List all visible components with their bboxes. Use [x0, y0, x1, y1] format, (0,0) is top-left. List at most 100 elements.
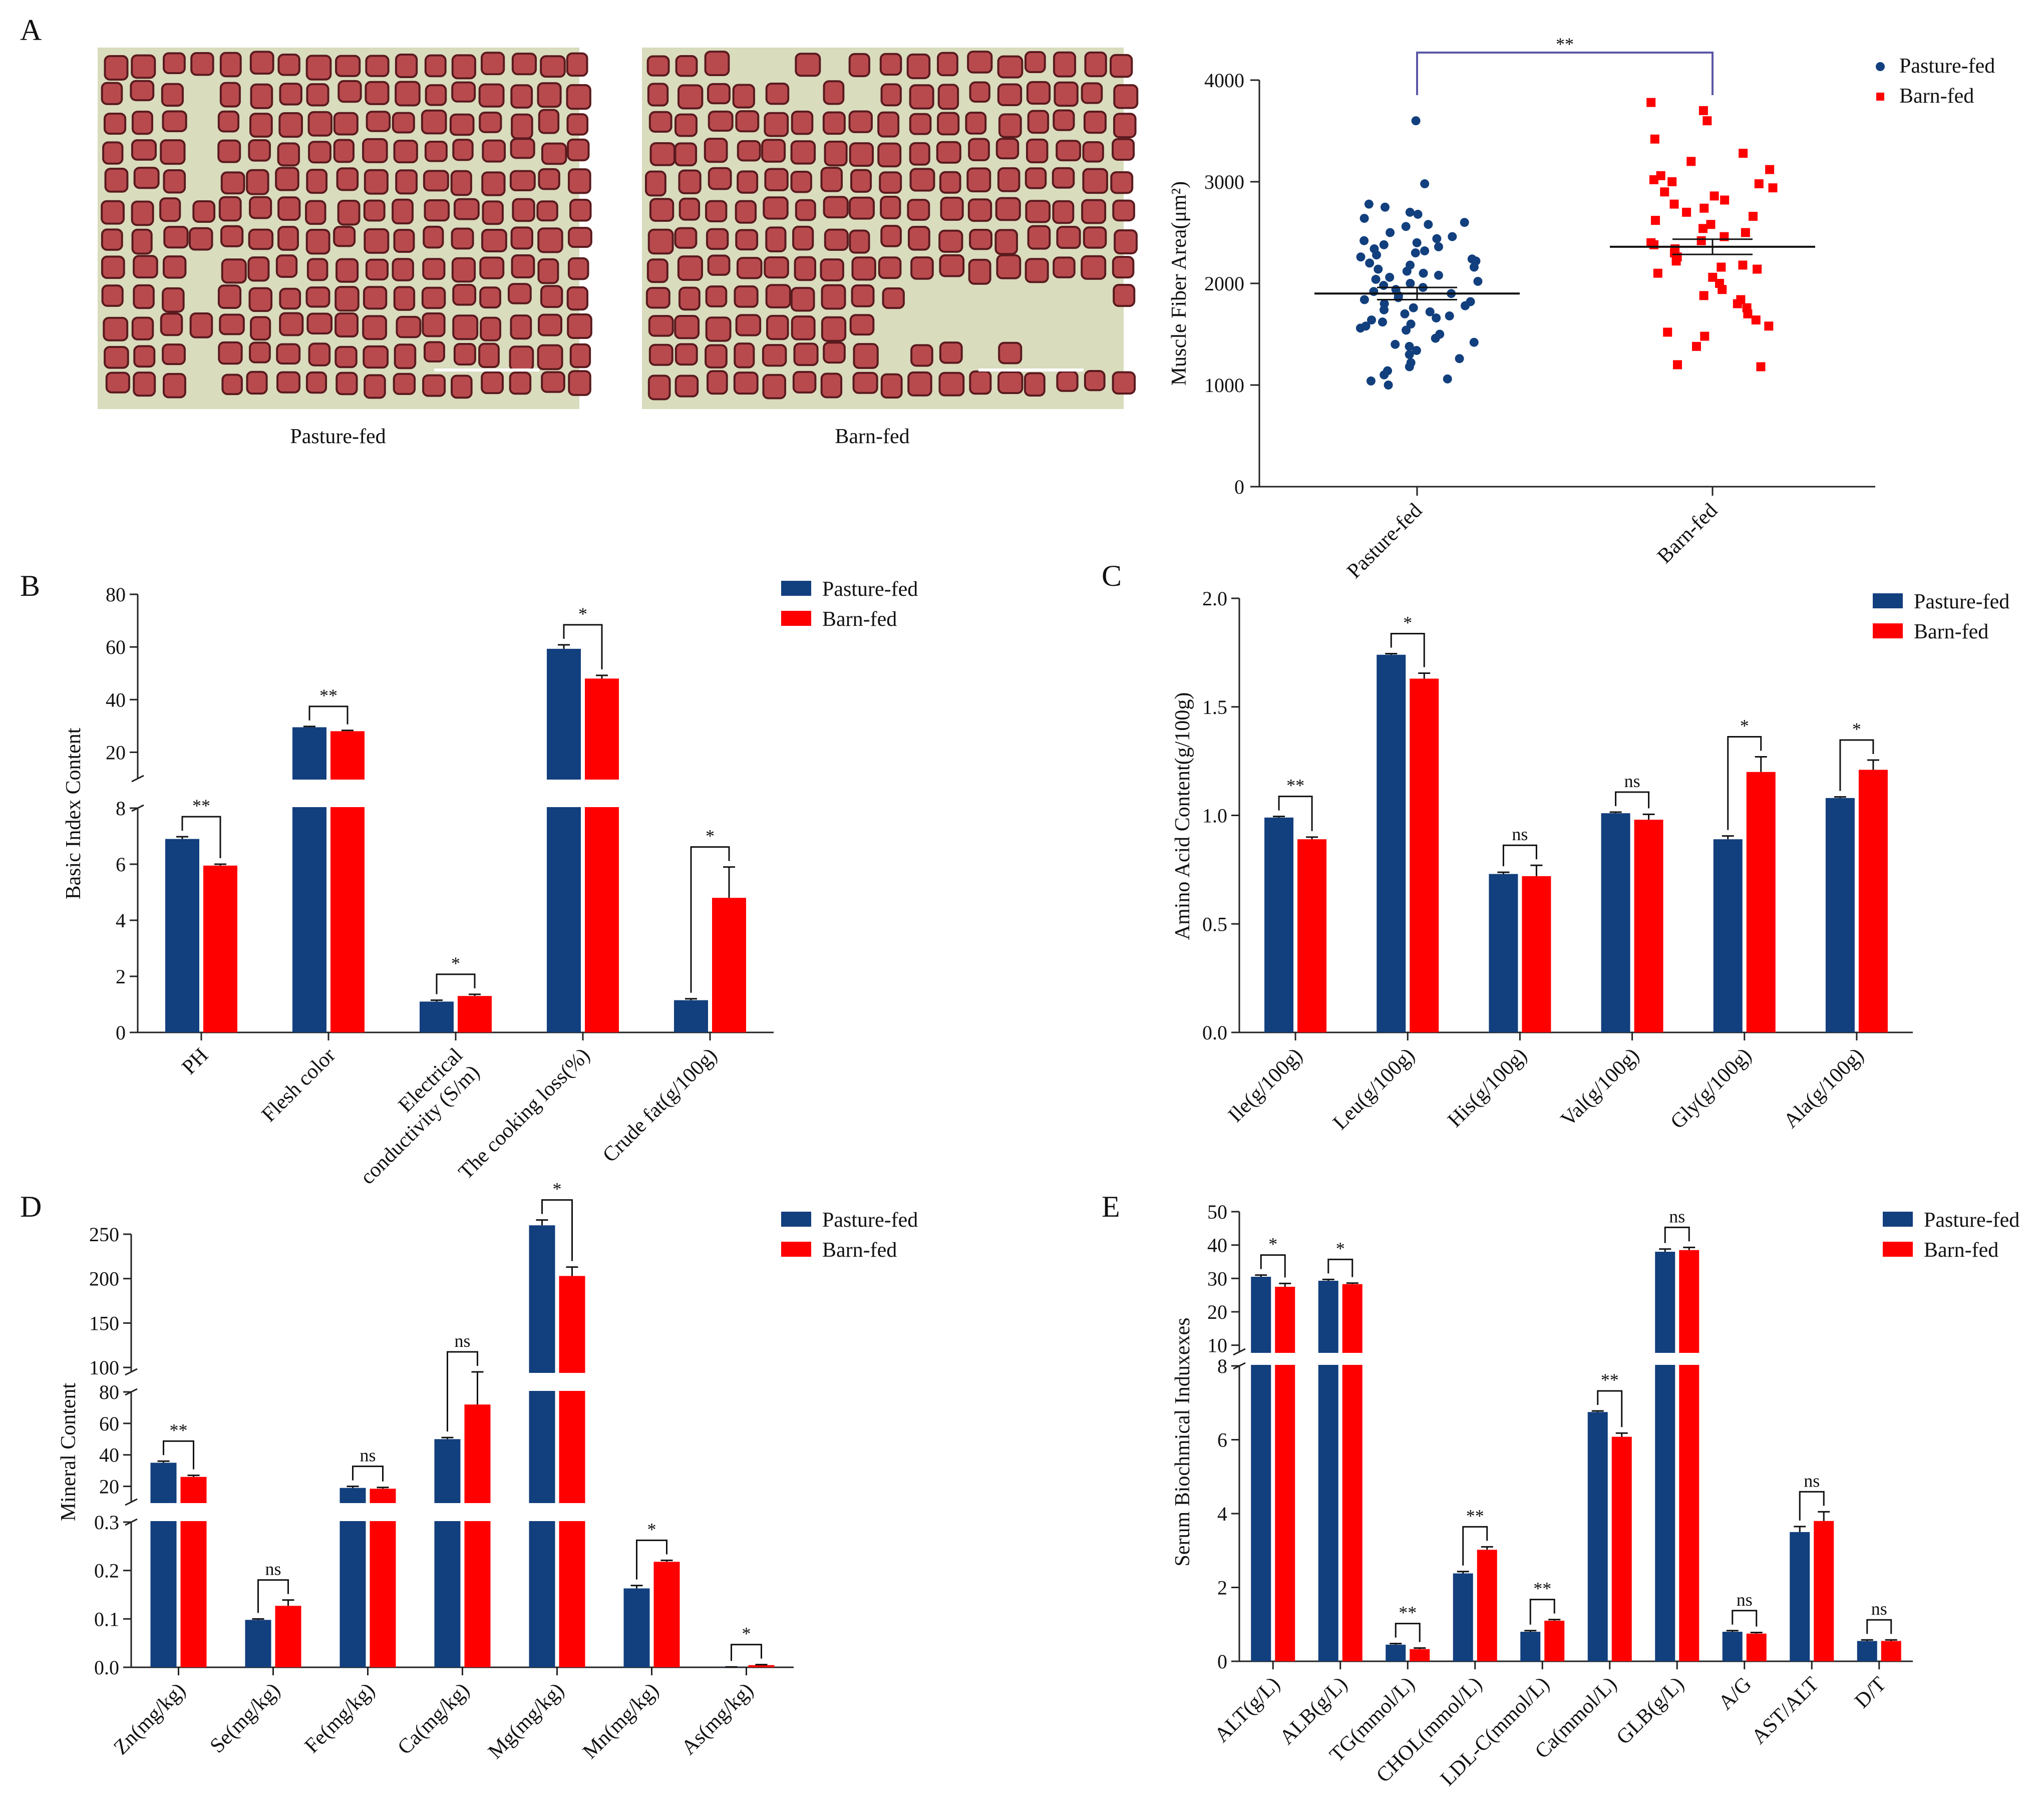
y-tick-label: 1.5	[1202, 696, 1227, 718]
legend-swatch-pasture-fed	[1873, 593, 1903, 608]
error-bar	[282, 1599, 294, 1606]
muscle-fiber	[877, 111, 900, 138]
muscle-fiber	[450, 170, 472, 196]
muscle-fiber	[1025, 200, 1051, 223]
scatter-point-pasture	[1372, 250, 1382, 260]
muscle-fiber	[849, 229, 870, 254]
muscle-fiber	[879, 171, 902, 194]
muscle-fiber	[851, 284, 875, 307]
scatter-point-pasture	[1413, 209, 1423, 219]
muscle-fiber	[133, 167, 160, 189]
muscle-fiber	[879, 53, 902, 76]
scatter-point-barn	[1646, 98, 1656, 107]
muscle-fiber	[133, 345, 156, 368]
muscle-fiber	[1112, 256, 1135, 279]
legend-label-pasture-fed: Pasture-fed	[1899, 55, 1995, 78]
muscle-fiber	[306, 83, 329, 107]
x-tick-label-flesh-color: Flesh color	[257, 1044, 340, 1127]
muscle-fiber	[674, 113, 698, 137]
muscle-fiber	[162, 343, 186, 366]
y-axis-label: Amino Acid Content(g/100g)	[1171, 692, 1194, 940]
panel-label-b: B	[20, 569, 40, 602]
y-tick-label: 2000	[1204, 272, 1244, 295]
micrograph-barn-fed	[642, 48, 1139, 409]
muscle-fiber	[511, 53, 537, 76]
y-tick-label: 20	[99, 1476, 119, 1498]
muscle-fiber	[537, 258, 559, 284]
y-tick-label: 10	[1207, 1334, 1227, 1357]
muscle-fiber	[761, 139, 786, 163]
bar-break-gap	[584, 780, 620, 807]
muscle-fiber	[822, 111, 846, 135]
scatter-point-pasture	[1445, 311, 1454, 320]
bar-pasture-fed-d-t	[1857, 1641, 1877, 1661]
error-bar	[157, 1460, 170, 1463]
bar-break-gap	[1250, 1353, 1272, 1365]
bar-barn-fed-gly-g-100g	[1746, 772, 1776, 1032]
muscle-fiber	[250, 316, 271, 341]
y-tick-label: 3000	[1204, 171, 1244, 193]
muscle-fiber	[510, 84, 533, 109]
muscle-fiber	[219, 82, 241, 108]
muscle-fiber	[161, 83, 184, 107]
scatter-point-pasture	[1359, 236, 1369, 245]
muscle-fiber	[762, 374, 787, 400]
muscle-fiber	[706, 228, 729, 250]
scatter-point-barn	[1702, 116, 1712, 126]
muscle-fiber	[247, 256, 270, 282]
muscle-fiber	[762, 344, 787, 367]
bar-pasture-fed-zn-mg-kg	[150, 1463, 177, 1667]
y-tick-label: 250	[89, 1223, 119, 1246]
scatter-point-pasture	[1411, 116, 1421, 126]
x-tick-label-as-mg-kg: As(mg/kg)	[677, 1679, 758, 1759]
legend-label-barn-fed: Barn-fed	[822, 1239, 897, 1262]
micrograph-pasture-fed	[98, 48, 592, 409]
muscle-fiber	[305, 228, 330, 255]
muscle-fiber	[189, 312, 213, 338]
muscle-fiber	[1052, 167, 1075, 189]
y-tick-label: 20	[106, 741, 126, 764]
muscle-fiber	[940, 196, 964, 221]
muscle-fiber	[1112, 138, 1135, 161]
muscle-fiber	[849, 142, 874, 167]
muscle-fiber	[509, 170, 536, 192]
muscle-fiber	[133, 255, 158, 279]
scatter-point-pasture	[1380, 202, 1390, 212]
muscle-fiber	[451, 375, 473, 399]
error-bar	[1457, 1571, 1469, 1574]
bar-pasture-fed-ldl-c-mmol-l	[1520, 1632, 1541, 1661]
muscle-fiber	[249, 196, 272, 219]
bar-break-gap	[338, 1503, 367, 1521]
muscle-fiber	[537, 82, 562, 108]
error-bar	[1861, 1639, 1873, 1641]
significance-label: ns	[454, 1331, 470, 1351]
muscle-fiber	[275, 167, 299, 191]
muscle-fiber	[394, 343, 417, 370]
muscle-fiber	[649, 142, 675, 166]
significance-label: *	[1403, 613, 1412, 633]
muscle-fiber	[939, 171, 961, 194]
muscle-fiber	[765, 226, 787, 253]
muscle-fiber	[101, 284, 124, 307]
error-bar	[1609, 811, 1622, 814]
bar-barn-fed-ast-alt	[1814, 1521, 1834, 1661]
muscle-fiber	[877, 142, 902, 168]
muscle-fiber	[104, 345, 129, 369]
muscle-fiber	[510, 226, 533, 250]
muscle-fiber	[994, 229, 1018, 255]
legend-swatch-barn-fed	[781, 611, 811, 626]
bar-break-gap	[369, 1503, 397, 1521]
x-tick-label-ile-g-100g: Ile(g/100g)	[1224, 1044, 1307, 1127]
muscle-fiber	[541, 371, 565, 393]
muscle-fiber	[733, 372, 759, 395]
muscle-fiber	[130, 80, 155, 102]
muscle-fiber	[906, 53, 931, 80]
muscle-fiber	[969, 81, 990, 103]
muscle-fiber	[968, 258, 991, 285]
significance-bracket	[1390, 633, 1425, 667]
muscle-fiber	[969, 370, 992, 395]
muscle-fiber	[937, 112, 960, 136]
muscle-fiber	[880, 196, 901, 219]
axis-break-mark	[125, 1518, 138, 1526]
